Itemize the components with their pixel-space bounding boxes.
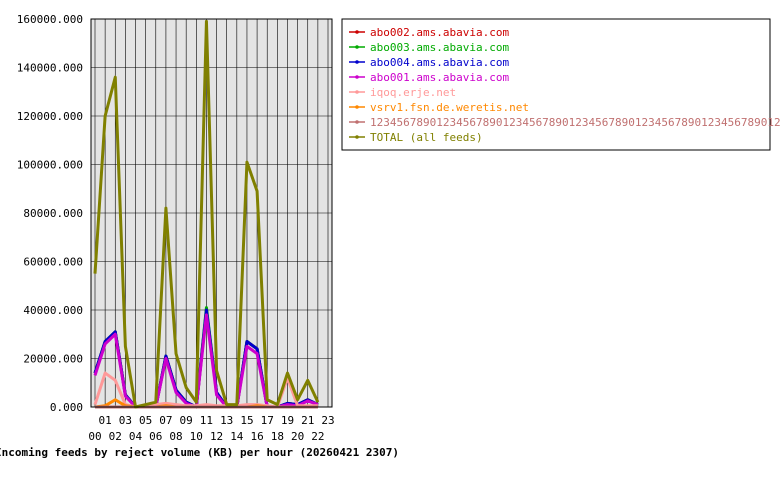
x-axis-label: Incoming feeds by reject volume (KB) per… bbox=[0, 446, 399, 459]
x-tick-label: 06 bbox=[149, 430, 162, 443]
legend-item: 1234567890123456789012345678901234567890… bbox=[349, 116, 780, 129]
legend-box bbox=[341, 18, 771, 151]
y-tick-label: 20000.000 bbox=[23, 353, 83, 366]
legend-label: 1234567890123456789012345678901234567890… bbox=[370, 116, 780, 129]
legend-item: abo004.ams.abavia.com bbox=[349, 56, 509, 69]
legend-item: abo002.ams.abavia.com bbox=[349, 26, 509, 39]
x-tick-label: 18 bbox=[271, 430, 284, 443]
legend-item: abo003.ams.abavia.com bbox=[349, 41, 509, 54]
x-tick-label: 13 bbox=[220, 414, 233, 427]
x-tick-label: 22 bbox=[311, 430, 324, 443]
legend-label: iqoq.erje.net bbox=[370, 86, 456, 99]
y-tick-label: 100000.000 bbox=[17, 159, 83, 172]
x-tick-label: 05 bbox=[139, 414, 152, 427]
legend-marker bbox=[355, 45, 359, 49]
x-tick-label: 02 bbox=[109, 430, 122, 443]
legend-item: abo001.ams.abavia.com bbox=[349, 71, 509, 84]
legend-label: abo004.ams.abavia.com bbox=[370, 56, 509, 69]
legend-marker bbox=[355, 135, 359, 139]
plot-frame bbox=[90, 18, 333, 408]
legend-marker bbox=[355, 75, 359, 79]
x-tick-label: 04 bbox=[129, 430, 143, 443]
y-tick-label: 160000.000 bbox=[17, 13, 83, 26]
x-tick-label: 00 bbox=[88, 430, 101, 443]
x-tick-labels: 00 01 02 03 04 05 06 07 08 09 10 11 12 13 14 15 16 17 18 19… bbox=[88, 414, 334, 443]
legend-marker bbox=[355, 30, 359, 34]
x-tick-label: 12 bbox=[210, 430, 223, 443]
x-tick-label: 23 bbox=[321, 414, 334, 427]
legend-label: TOTAL (all feeds) bbox=[370, 131, 483, 144]
legend-marker bbox=[355, 105, 359, 109]
legend-label: abo001.ams.abavia.com bbox=[370, 71, 509, 84]
legend-item: vsrv1.fsn.de.weretis.net bbox=[349, 101, 529, 114]
y-tick-label: 120000.000 bbox=[17, 110, 83, 123]
x-tick-label: 01 bbox=[99, 414, 112, 427]
x-tick-label: 09 bbox=[180, 414, 193, 427]
legend-item: iqoq.erje.net bbox=[349, 86, 456, 99]
y-tick-label: 40000.000 bbox=[23, 304, 83, 317]
series-line bbox=[93, 19, 320, 409]
legend-label: abo002.ams.abavia.com bbox=[370, 26, 509, 39]
x-tick-label: 15 bbox=[240, 414, 253, 427]
x-tick-label: 17 bbox=[261, 414, 274, 427]
y-tick-labels: 0.000 20000.000 40000.000 60000.000 80000.00… bbox=[17, 13, 83, 414]
x-tick-label: 21 bbox=[301, 414, 314, 427]
legend-label: vsrv1.fsn.de.weretis.net bbox=[370, 101, 529, 114]
legend-item: TOTAL (all feeds) bbox=[349, 131, 483, 144]
y-tick-label: 0.000 bbox=[50, 401, 83, 414]
x-tick-label: 07 bbox=[159, 414, 172, 427]
legend-marker bbox=[355, 90, 359, 94]
x-tick-label: 19 bbox=[281, 414, 294, 427]
legend-marker bbox=[355, 60, 359, 64]
x-tick-label: 03 bbox=[119, 414, 132, 427]
y-tick-label: 80000.000 bbox=[23, 207, 83, 220]
x-tick-label: 14 bbox=[230, 430, 244, 443]
x-tick-label: 08 bbox=[169, 430, 182, 443]
legend-label: abo003.ams.abavia.com bbox=[370, 41, 509, 54]
legend-marker bbox=[355, 120, 359, 124]
y-tick-label: 140000.000 bbox=[17, 62, 83, 75]
x-tick-label: 11 bbox=[200, 414, 213, 427]
y-tick-label: 60000.000 bbox=[23, 256, 83, 269]
x-tick-label: 16 bbox=[250, 430, 263, 443]
x-tick-label: 20 bbox=[291, 430, 304, 443]
legend: abo002.ams.abavia.com abo003.ams.abavia.c… bbox=[341, 18, 780, 151]
x-tick-label: 10 bbox=[190, 430, 203, 443]
